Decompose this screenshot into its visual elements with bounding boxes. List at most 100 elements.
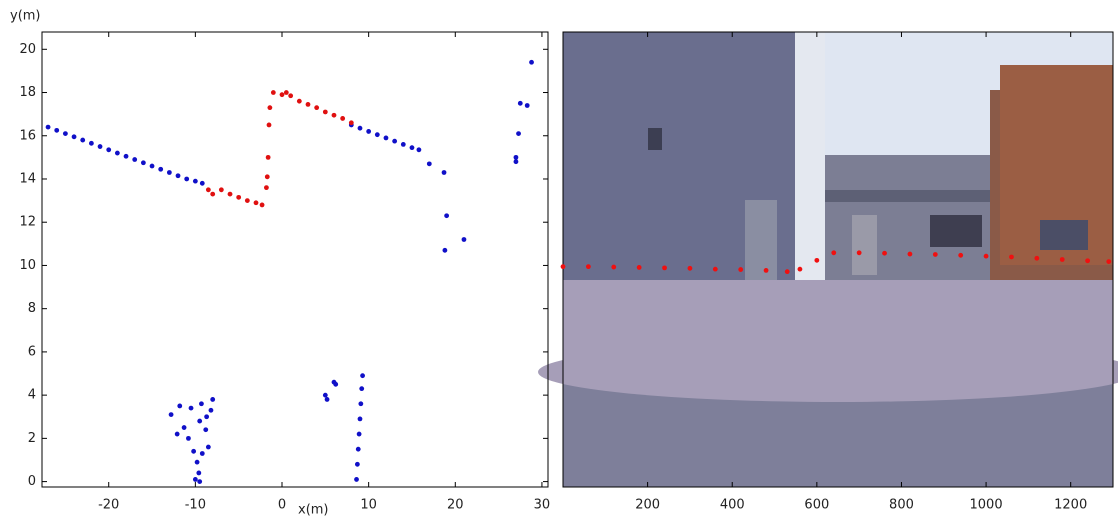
- point: [1085, 258, 1091, 264]
- point: [1106, 259, 1112, 264]
- point: [296, 98, 302, 104]
- point: [831, 250, 837, 256]
- point: [259, 202, 265, 208]
- point: [354, 477, 359, 482]
- y-tick-label: 10: [19, 258, 36, 273]
- x-tick-label: 30: [534, 498, 551, 513]
- point: [687, 265, 693, 271]
- point: [236, 194, 242, 200]
- point: [324, 397, 330, 402]
- point: [197, 418, 203, 424]
- point: [267, 105, 273, 111]
- point: [264, 174, 270, 180]
- point: [513, 159, 519, 165]
- point: [140, 160, 146, 166]
- point: [158, 166, 164, 172]
- point: [354, 461, 360, 467]
- point: [97, 144, 103, 149]
- point: [197, 479, 203, 484]
- point: [204, 414, 210, 420]
- point: [1059, 257, 1065, 262]
- x-tick-label: 20: [447, 498, 464, 513]
- point: [322, 109, 328, 115]
- point: [199, 401, 204, 407]
- point: [191, 448, 197, 454]
- point: [166, 170, 172, 175]
- point: [188, 405, 194, 411]
- point: [357, 416, 363, 422]
- point: [366, 129, 372, 134]
- point: [265, 154, 271, 160]
- point: [132, 157, 138, 162]
- photo: [538, 32, 1118, 487]
- x-tick-label: 1000: [970, 498, 1003, 513]
- point: [181, 425, 187, 430]
- x-tick-label: -20: [98, 498, 119, 513]
- point: [192, 477, 198, 482]
- point: [106, 147, 112, 153]
- point: [1009, 254, 1014, 260]
- point: [186, 435, 191, 441]
- point: [360, 373, 365, 379]
- point: [416, 147, 422, 153]
- point: [712, 266, 718, 272]
- y-tick-label: 18: [19, 85, 36, 100]
- point: [283, 90, 289, 95]
- y-tick-label: 0: [28, 474, 36, 489]
- point: [983, 253, 989, 259]
- point: [357, 125, 363, 131]
- point: [784, 269, 790, 275]
- point: [513, 154, 519, 160]
- point: [199, 180, 205, 186]
- point: [348, 120, 354, 126]
- point: [444, 213, 450, 219]
- point: [177, 403, 183, 409]
- point: [958, 252, 964, 258]
- point: [175, 173, 181, 179]
- point: [244, 198, 250, 203]
- x-tick-label: 600: [804, 498, 829, 513]
- point: [210, 191, 216, 197]
- point: [149, 163, 155, 169]
- point: [636, 265, 642, 270]
- image-frame: [562, 31, 1114, 488]
- point: [45, 124, 51, 130]
- point: [560, 264, 566, 270]
- point: [218, 187, 224, 193]
- point: [194, 459, 200, 465]
- point: [322, 392, 328, 398]
- x-tick-label: 800: [889, 498, 914, 513]
- point: [738, 267, 744, 272]
- point: [196, 470, 202, 476]
- point: [856, 250, 862, 256]
- x-tick-label: 0: [278, 498, 286, 513]
- point: [383, 135, 389, 141]
- point: [210, 397, 216, 402]
- door: [745, 200, 777, 280]
- point: [797, 266, 803, 272]
- x-tick-label: 200: [635, 498, 660, 513]
- point: [358, 401, 364, 407]
- point: [907, 251, 913, 257]
- y-tick-label: 6: [28, 344, 36, 359]
- point: [184, 176, 190, 182]
- point: [253, 200, 259, 206]
- point: [80, 137, 86, 143]
- x-axis-label: x(m): [298, 503, 329, 518]
- x-tick-label: 1200: [1054, 498, 1087, 513]
- y-tick-label: 12: [19, 215, 36, 230]
- point: [763, 267, 769, 273]
- point: [314, 105, 320, 111]
- point: [932, 252, 938, 257]
- point: [264, 185, 269, 191]
- point: [205, 187, 211, 193]
- point: [199, 451, 205, 456]
- y-tick-label: 8: [28, 301, 36, 316]
- point: [392, 138, 398, 144]
- window: [1040, 220, 1088, 250]
- point: [227, 191, 233, 197]
- y-tick-label: 16: [19, 128, 36, 143]
- building-edge: [795, 32, 825, 287]
- point: [409, 145, 415, 151]
